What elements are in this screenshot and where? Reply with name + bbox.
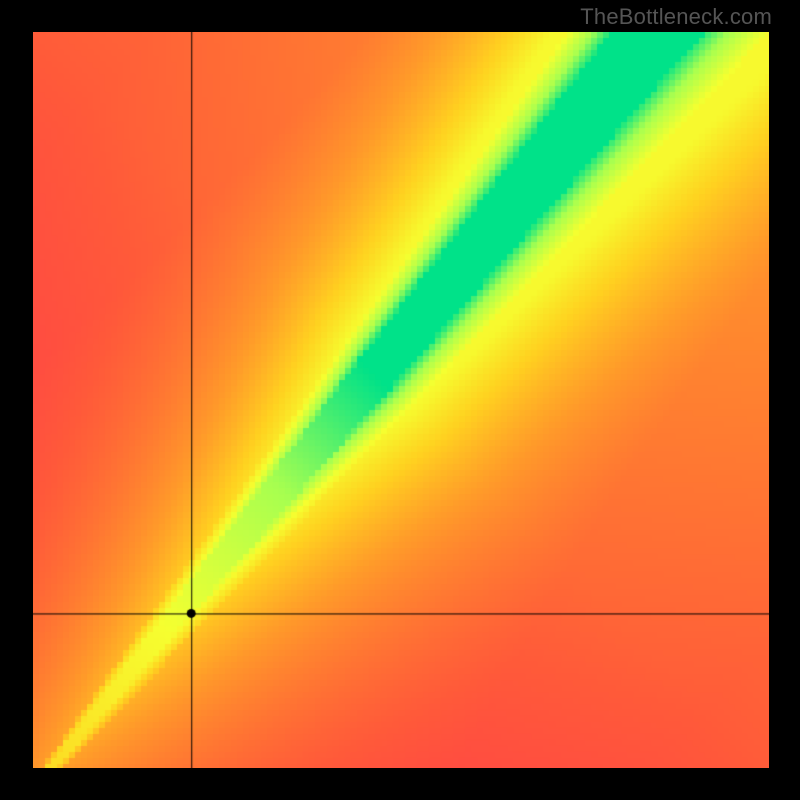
heatmap-canvas: [33, 32, 769, 768]
chart-container: TheBottleneck.com: [0, 0, 800, 800]
heatmap-plot: [33, 32, 769, 768]
watermark-text: TheBottleneck.com: [580, 4, 772, 30]
